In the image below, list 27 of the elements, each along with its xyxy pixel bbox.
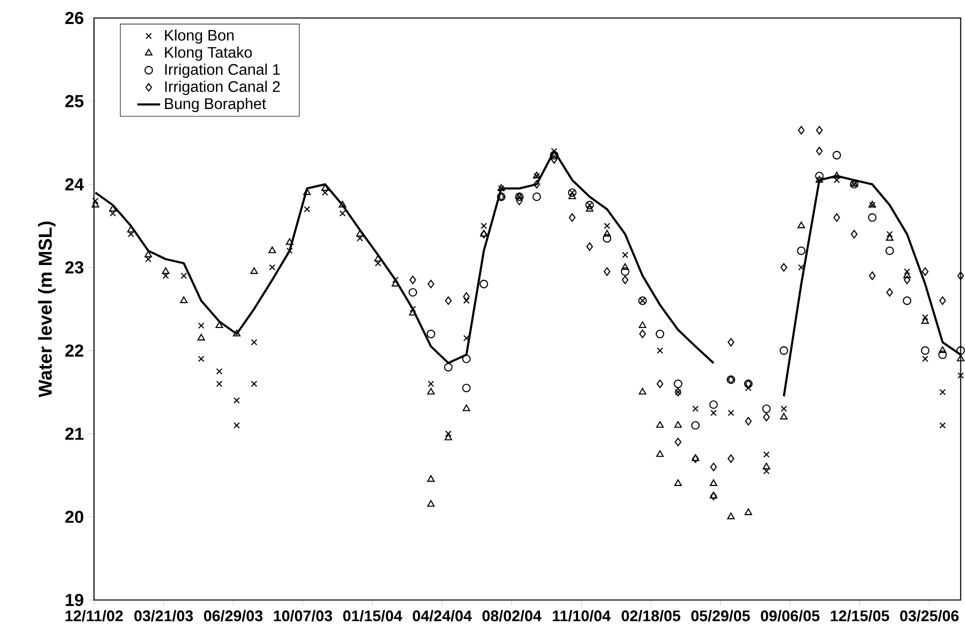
legend-label: Bung Boraphet: [165, 98, 266, 112]
y-tick-label: 22: [65, 344, 84, 357]
x-tick-label: 10/07/03: [274, 610, 332, 622]
legend-label: Klong Tatako: [165, 46, 252, 61]
legend-label: Irrigation Canal 2: [165, 80, 280, 96]
x-tick-label: 02/18/05: [622, 610, 680, 622]
y-tick-label: 24: [65, 178, 84, 190]
y-tick-label: 19: [66, 594, 84, 606]
x-tick-label: 03/25/06: [900, 610, 959, 622]
x-tick-label: 12/11/02: [66, 610, 123, 622]
legend-label: Irrigation Canal 1: [165, 64, 280, 78]
x-tick-label: 06/29/03: [204, 610, 262, 622]
x-tick-label: 12/15/05: [830, 610, 890, 622]
x-tick-label: 11/10/04: [552, 610, 611, 622]
y-tick-label: 25: [65, 94, 84, 108]
y-tick-label: 23: [65, 261, 84, 274]
y-tick-label: 26: [65, 12, 84, 24]
y-tick-label: 20: [65, 510, 84, 523]
x-tick-label: 03/21/03: [134, 610, 193, 622]
legend-label: Klong Bon: [165, 29, 234, 44]
x-tick-label: 05/29/05: [691, 610, 750, 622]
x-tick-label: 01/15/04: [343, 610, 402, 622]
x-tick-label: 04/24/04: [412, 610, 472, 622]
y-tick-label: 21: [65, 428, 84, 440]
x-tick-label: 09/06/05: [760, 610, 820, 622]
x-tick-label: 08/02/04: [482, 610, 542, 622]
y-axis-title: Water level (m MSL): [38, 222, 56, 398]
